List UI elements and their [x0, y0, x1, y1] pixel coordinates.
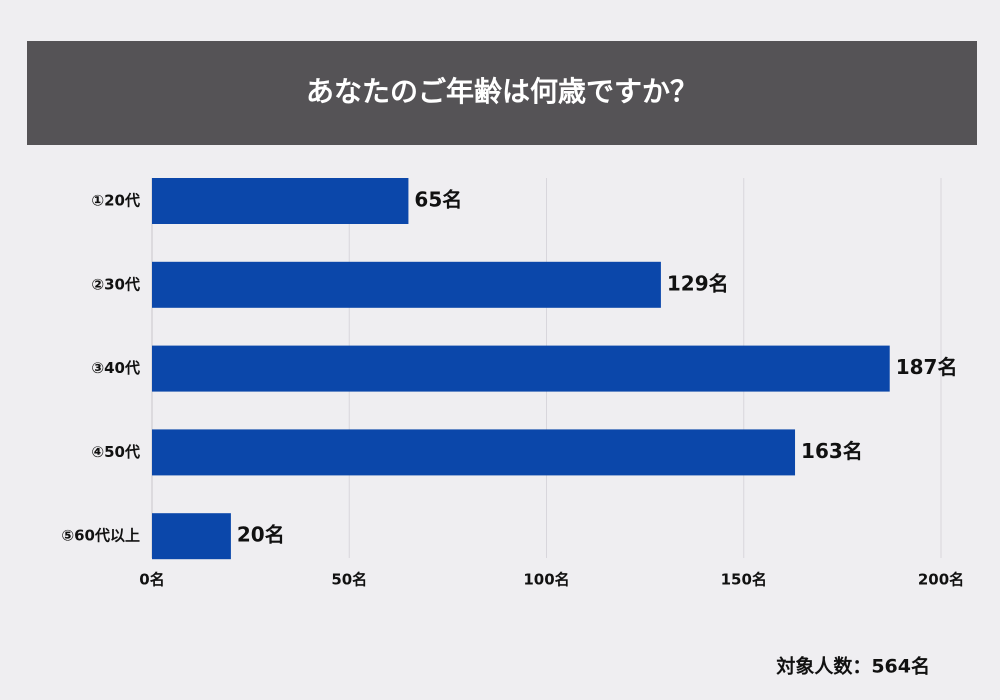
y-tick-label: ③40代 — [91, 359, 140, 377]
bar — [152, 345, 890, 392]
title-banner — [27, 41, 977, 145]
value-label: 129名 — [667, 271, 729, 295]
bar — [152, 513, 231, 560]
x-tick-label: 200名 — [918, 571, 964, 589]
x-tick-label: 0名 — [139, 571, 164, 589]
value-label: 65名 — [414, 188, 462, 212]
y-tick-label: ①20代 — [91, 192, 140, 210]
bar — [152, 429, 796, 476]
value-label: 163名 — [801, 439, 863, 463]
bar — [152, 261, 661, 308]
bar — [152, 178, 409, 224]
y-tick-label: ④50代 — [91, 443, 140, 461]
y-tick-label: ⑤60代以上 — [61, 527, 140, 545]
value-label: 20名 — [237, 523, 285, 547]
chart-title: あなたのご年齢は何歳ですか？ — [306, 75, 698, 108]
note: 対象人数：564名 — [775, 655, 930, 678]
x-tick-label: 150名 — [721, 571, 767, 589]
x-tick-label: 100名 — [523, 571, 569, 589]
x-tick-label: 50名 — [331, 571, 367, 589]
y-tick-label: ②30代 — [91, 275, 140, 293]
value-label: 187名 — [896, 355, 958, 379]
